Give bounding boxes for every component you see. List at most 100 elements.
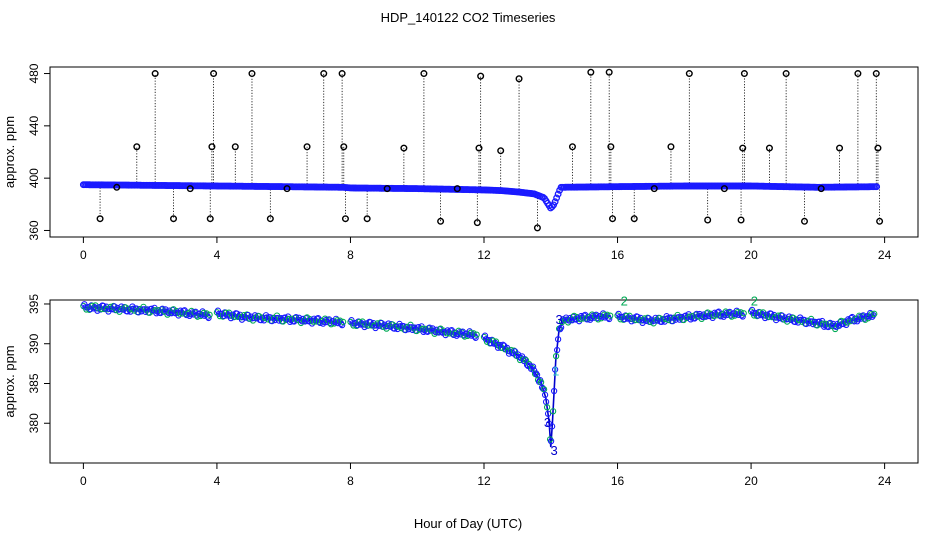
y-tick-label: 360 [27,220,41,240]
flag-label: 3 [544,415,551,430]
outlier-point [151,70,159,78]
outlier-point [685,70,693,78]
data-point [365,322,372,329]
outlier-point [817,185,825,193]
y-tick-label: 390 [27,333,41,353]
data-point [550,387,558,395]
x-tick-label: 24 [878,248,892,262]
data-point [268,317,276,325]
outlier-point [400,144,408,152]
outlier-point [338,70,346,78]
data-point [339,318,347,326]
outlier-point [740,70,748,78]
data-point [521,356,529,363]
bottom-plot-area: 0 4 8 12 16 20 24 380 385 390 395 2 2 3 3 3 1 [27,294,919,488]
x-tick-label: 8 [347,248,354,262]
data-point [871,310,878,317]
data-point [492,338,500,345]
data-point [472,334,479,341]
outlier-point [453,185,461,193]
data-point [544,410,552,417]
y-tick-label: 395 [27,294,41,314]
x-tick-label: 4 [214,248,221,262]
x-tick-label: 20 [744,248,758,262]
data-point [739,313,746,320]
figure-title: HDP_140122 CO2 Timeseries [381,10,556,25]
flag-label: 1 [552,364,559,379]
x-tick-label: 0 [80,248,87,262]
top-panel: 0 4 8 12 16 20 24 360 400 440 480 approx. ppm [2,63,919,262]
data-point [554,336,562,343]
outlier-point [477,72,485,80]
outlier-point [800,217,808,225]
outlier-point [650,185,658,193]
x-tick-label: 0 [80,474,87,488]
x-tick-label: 8 [347,474,354,488]
outlier-point [320,70,328,78]
data-point [543,404,551,411]
x-tick-label: 12 [477,474,491,488]
outlier-point [437,217,445,225]
bottom-panel: 0 4 8 12 16 20 24 380 385 390 395 2 2 3 3 3 1 approx. pp… [2,294,919,488]
outlier-point [170,215,178,223]
outlier-point [341,215,349,223]
outlier-point [133,143,141,151]
outlier-point [737,216,745,224]
data-point [541,391,549,398]
outlier-point [266,215,274,223]
y-tick-label: 380 [27,413,41,433]
outlier-point [420,70,428,78]
outlier-point [568,143,576,151]
flag-label: 3 [550,443,557,458]
outlier-point [383,185,391,193]
x-tick-label: 24 [878,474,892,488]
bottom-y-axis-label: approx. ppm [2,345,17,417]
outlier-point [475,144,483,152]
outlier-point [704,216,712,224]
x-tick-label: 16 [611,474,625,488]
outlier-point [765,144,773,152]
data-point [135,309,142,316]
outlier-point [283,185,291,193]
outlier-point [96,215,104,223]
data-point [554,190,562,198]
data-point [547,437,555,445]
data-point [473,331,480,338]
outlier-point [497,147,505,155]
data-point [551,198,559,206]
outlier-point [363,215,371,223]
data-point [606,315,613,323]
data-point [548,203,556,211]
outlier-point [607,143,615,151]
outlier-point [836,144,844,152]
data-point [553,194,561,202]
outlier-point [587,68,595,76]
data-point [870,311,877,319]
y-tick-label: 400 [27,168,41,188]
x-axis-label: Hour of Day (UTC) [414,516,522,531]
data-point [481,332,489,339]
outlier-point [206,215,214,223]
data-point [553,346,561,354]
outlier-point [854,70,862,78]
data-point [740,310,747,317]
x-tick-label: 12 [477,248,491,262]
outlier-point [303,143,311,151]
data-point [338,321,346,329]
outlier-point [186,185,194,193]
x-tick-label: 20 [744,474,758,488]
y-tick-label: 440 [27,116,41,136]
data-point [607,312,614,319]
outlier-point [515,75,523,83]
plot-frame [49,66,919,238]
outlier-point [248,70,256,78]
data-point [529,363,537,370]
data-point [205,314,212,322]
x-tick-label: 16 [611,248,625,262]
top-y-axis-label: approx. ppm [2,116,17,188]
flag-label: 2 [621,294,628,309]
outlier-point [113,183,121,191]
outlier-point [876,217,884,225]
outlier-point [208,143,216,151]
